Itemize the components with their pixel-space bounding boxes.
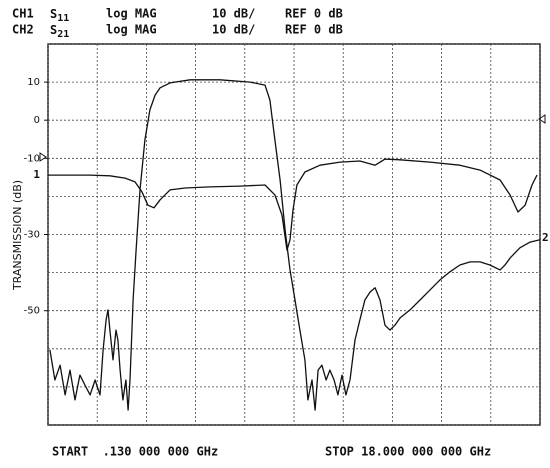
trace-marker: 1 — [33, 168, 40, 181]
channel-label: CH1 — [12, 7, 34, 21]
y-tick-label: -30 — [24, 230, 40, 241]
ref-arrow — [39, 152, 47, 162]
y-tick-label: -50 — [24, 306, 40, 317]
y-tick-label: -10 — [24, 153, 40, 164]
format-label: log MAG — [106, 7, 157, 21]
parameter-subscript: 21 — [57, 29, 69, 40]
y-tick-label: 10 — [27, 77, 40, 88]
y-tick-label: 0 — [34, 115, 40, 126]
trace — [48, 158, 538, 251]
parameter-name: S — [50, 7, 57, 21]
ref-label: REF 0 dB — [285, 23, 343, 37]
parameter-name: S — [50, 23, 57, 37]
start-label: START .130 000 000 GHz — [52, 445, 218, 459]
trace-marker: 2 — [542, 231, 549, 244]
format-label: log MAG — [106, 23, 157, 37]
stop-label: STOP 18.000 000 000 GHz — [325, 445, 491, 459]
trace — [49, 79, 541, 411]
scale-label: 10 dB/ — [212, 23, 255, 37]
parameter-label: S11 — [50, 7, 69, 25]
scale-label: 10 dB/ — [212, 7, 255, 21]
y-axis-label: TRANSMISSION (dB) — [11, 180, 24, 291]
ref-label: REF 0 dB — [285, 7, 343, 21]
channel-label: CH2 — [12, 23, 34, 37]
parameter-subscript: 11 — [57, 13, 69, 24]
parameter-label: S21 — [50, 23, 69, 41]
ref-arrow — [538, 114, 546, 124]
